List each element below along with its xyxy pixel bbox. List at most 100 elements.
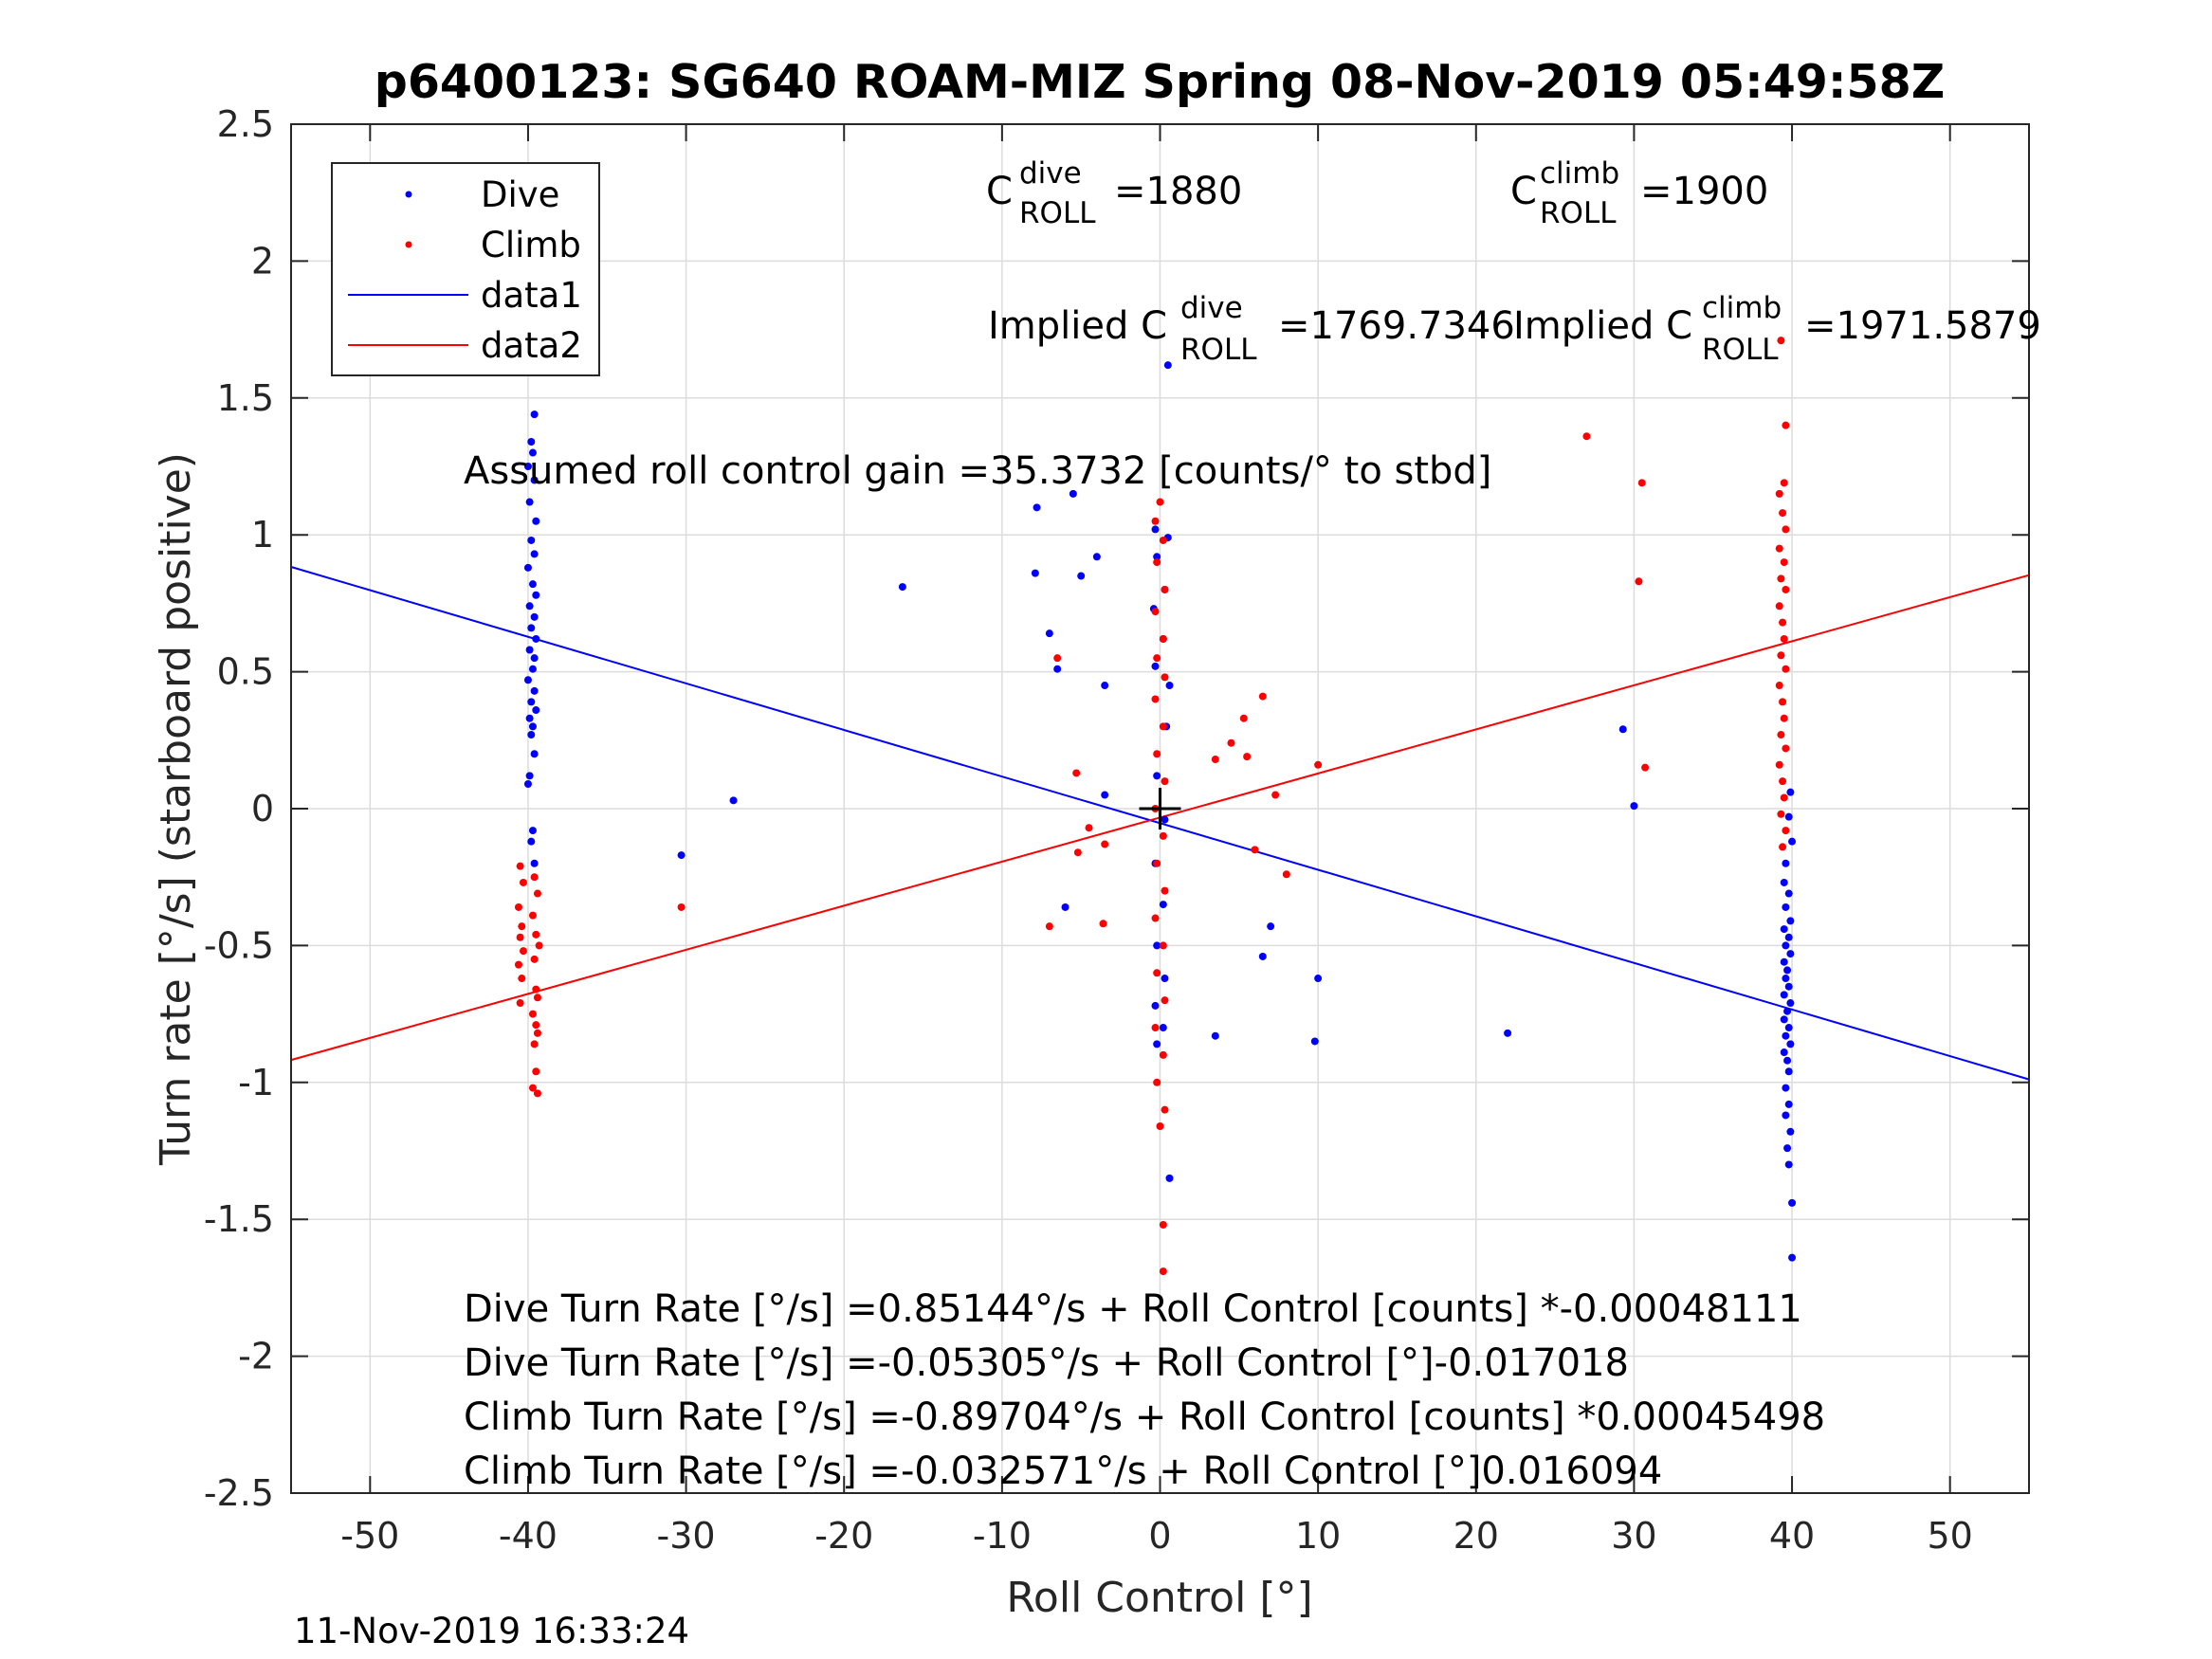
climb-point: [1780, 558, 1788, 567]
dive-point: [1153, 772, 1161, 780]
equation-line: Dive Turn Rate [°/s] =-0.05305°/s + Roll…: [464, 1341, 1629, 1385]
dive-point: [1153, 553, 1161, 561]
c-roll-climb-annotation: C climb ROLL =1900: [1510, 156, 1768, 230]
dive-point: [1783, 1007, 1792, 1015]
climb-point: [533, 1029, 541, 1037]
dive-point: [523, 563, 532, 572]
climb-point: [1156, 1122, 1164, 1131]
dive-point: [1782, 975, 1790, 983]
dive-point: [525, 772, 534, 780]
climb-point: [1779, 777, 1787, 786]
dive-point: [530, 550, 539, 558]
c-roll-dive-annotation: C dive ROLL =1880: [986, 156, 1242, 230]
climb-point: [1782, 665, 1790, 673]
climb-point: [1072, 769, 1081, 777]
dive-point: [1151, 1001, 1160, 1010]
implied-climb-subscript: ROLL: [1702, 333, 1779, 367]
dive-point: [1077, 572, 1086, 580]
dive-point: [532, 634, 540, 643]
y-tick-label: 0.5: [217, 651, 274, 693]
dive-point: [527, 438, 536, 447]
climb-point: [1779, 618, 1787, 627]
dive-point: [528, 827, 537, 835]
dive-point: [1151, 662, 1160, 670]
dive-point: [1786, 1040, 1795, 1048]
climb-point: [1159, 1050, 1167, 1059]
x-axis-label: Roll Control [°]: [1006, 1574, 1312, 1622]
center-marker: [1139, 788, 1181, 830]
dive-point: [1163, 361, 1172, 370]
dive-point: [1159, 1024, 1167, 1032]
dive-point: [530, 476, 539, 484]
dive-point: [1161, 815, 1169, 824]
climb-point: [1151, 608, 1160, 616]
dive-point: [1784, 982, 1793, 991]
x-tick-label: 0: [1148, 1515, 1171, 1557]
climb-point: [535, 941, 543, 950]
dive-point: [527, 624, 536, 632]
legend-climb-marker: [405, 241, 412, 248]
dive-point: [1101, 682, 1109, 690]
climb-point: [1777, 337, 1785, 345]
dive-point: [1784, 1024, 1793, 1032]
equation-line: Dive Turn Rate [°/s] =0.85144°/s + Roll …: [464, 1287, 1802, 1331]
climb-point: [1161, 585, 1169, 593]
dive-point: [1788, 1198, 1797, 1207]
implied-c-dive-annotation: Implied C dive ROLL =1769.7346: [988, 291, 1515, 367]
dive-point: [1784, 889, 1793, 898]
climb-point: [1314, 760, 1323, 769]
climb-point: [1159, 1220, 1167, 1229]
climb-point: [1777, 731, 1785, 739]
dive-point: [729, 796, 738, 805]
legend-climb-label: Climb: [481, 225, 581, 265]
x-tick-label: 50: [1928, 1515, 1973, 1557]
dive-point: [1784, 1160, 1793, 1169]
dive-point: [1153, 1040, 1161, 1048]
climb-point: [528, 911, 537, 920]
dive-point: [527, 837, 536, 846]
y-tick-label: -2: [238, 1336, 274, 1377]
climb-point: [1582, 432, 1591, 441]
climb-point: [1159, 722, 1167, 731]
climb-point: [1153, 558, 1161, 567]
dive-point: [1780, 878, 1788, 886]
climb-point: [519, 947, 527, 956]
implied-dive-subscript: ROLL: [1180, 333, 1257, 367]
dive-point: [1782, 1084, 1790, 1092]
c-dive-prefix: C: [986, 170, 1013, 213]
c-climb-value: =1900: [1640, 170, 1768, 213]
legend-box: [331, 162, 600, 376]
equation-line: Climb Turn Rate [°/s] =-0.032571°/s + Ro…: [464, 1449, 1662, 1493]
climb-point: [1151, 914, 1160, 922]
climb-point: [530, 1040, 539, 1048]
c-dive-subscript: ROLL: [1019, 196, 1096, 230]
climb-point: [1159, 634, 1167, 643]
implied-c-climb-annotation: Implied C climb ROLL =1971.5879: [1513, 291, 2041, 367]
dive-point: [1782, 1031, 1790, 1040]
dive-point: [1788, 1253, 1797, 1262]
climb-point: [514, 960, 522, 969]
climb-point: [1153, 654, 1161, 663]
climb-point: [1777, 651, 1785, 660]
dive-point: [1780, 1048, 1788, 1057]
dive-point: [1061, 902, 1069, 911]
climb-point: [1782, 827, 1790, 835]
dive-point: [1783, 1144, 1792, 1153]
dive-point: [532, 706, 540, 715]
climb-point: [1099, 920, 1107, 928]
dive-point: [1310, 1037, 1319, 1046]
dive-point: [523, 463, 532, 470]
climb-point: [1779, 843, 1787, 851]
climb-point: [1637, 479, 1646, 487]
implied-climb-superscript: climb: [1702, 291, 1782, 325]
climb-point: [1775, 544, 1783, 553]
dive-point: [527, 698, 536, 706]
climb-point: [1161, 1105, 1169, 1114]
dive-point: [1630, 802, 1638, 811]
implied-climb-value: =1971.5879: [1804, 304, 2041, 348]
climb-point: [528, 1084, 537, 1092]
dive-point: [1786, 950, 1795, 958]
equation-line: Climb Turn Rate [°/s] =-0.89704°/s + Rol…: [464, 1395, 1825, 1439]
climb-point: [1151, 517, 1160, 525]
dive-point: [677, 851, 686, 860]
